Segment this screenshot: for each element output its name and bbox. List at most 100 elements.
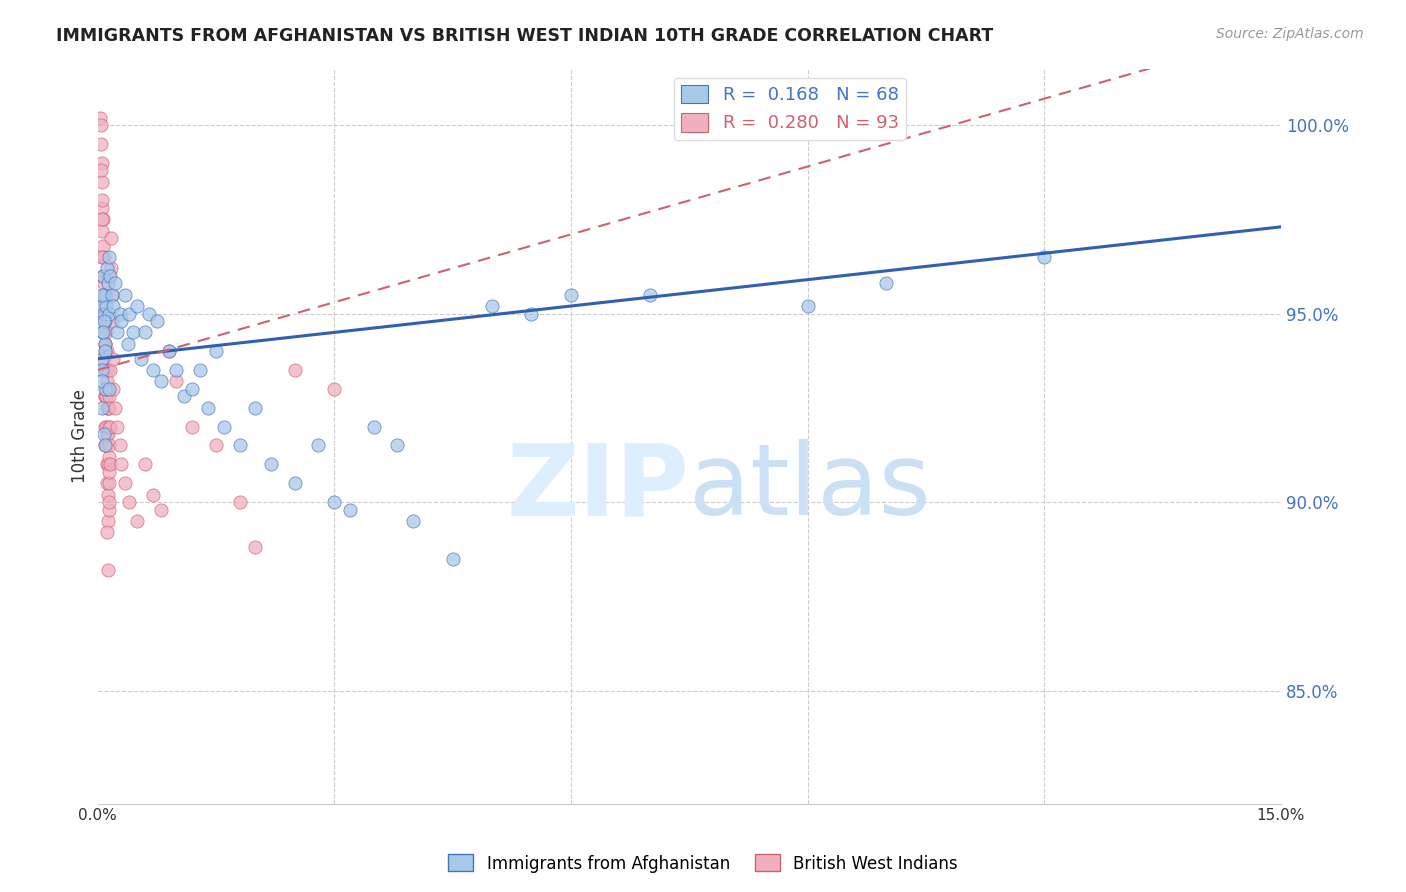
Point [205, 344, 228, 359]
Point [97, 363, 120, 377]
Point [97, 476, 120, 491]
Point [96, 525, 118, 540]
Text: atlas: atlas [689, 439, 931, 536]
Point [90, 375, 112, 389]
Point [125, 514, 148, 528]
Point [93, 307, 115, 321]
Point [94, 336, 117, 351]
Point [284, 363, 307, 377]
Text: ZIP: ZIP [506, 439, 689, 536]
Point [260, 458, 283, 472]
Point [96, 344, 118, 359]
Point [117, 336, 139, 351]
Point [96, 438, 118, 452]
Point [91, 268, 114, 283]
Point [104, 277, 127, 291]
Text: Source: ZipAtlas.com: Source: ZipAtlas.com [1216, 27, 1364, 41]
Point [114, 476, 136, 491]
Point [339, 502, 361, 516]
Point [100, 261, 122, 276]
Point [98, 268, 121, 283]
Point [93, 314, 115, 328]
Point [94, 438, 117, 452]
Point [96, 375, 118, 389]
Point [91, 401, 114, 415]
Point [97, 268, 120, 283]
Point [110, 458, 132, 472]
Point [363, 419, 385, 434]
Point [134, 326, 156, 340]
Point [98, 363, 121, 377]
Point [796, 299, 818, 313]
Point [98, 419, 121, 434]
Point [93, 287, 115, 301]
Point [560, 287, 582, 301]
Point [103, 351, 125, 366]
Point [142, 487, 165, 501]
Point [90, 212, 112, 227]
Point [93, 307, 115, 321]
Point [98, 250, 121, 264]
Point [129, 351, 152, 366]
Point [96, 389, 118, 403]
Point [142, 363, 165, 377]
Point [93, 314, 115, 328]
Point [197, 401, 219, 415]
Point [245, 541, 267, 555]
Point [284, 476, 307, 491]
Point [103, 299, 125, 313]
Point [90, 163, 112, 178]
Point [94, 389, 117, 403]
Point [97, 427, 120, 442]
Point [91, 238, 114, 252]
Point [104, 401, 127, 415]
Point [91, 250, 114, 264]
Point [93, 344, 115, 359]
Point [97, 502, 120, 516]
Point [114, 287, 136, 301]
Point [93, 250, 115, 264]
Point [93, 336, 115, 351]
Point [90, 118, 112, 132]
Point [97, 487, 120, 501]
Point [91, 250, 114, 264]
Point [97, 458, 120, 472]
Point [188, 363, 211, 377]
Point [90, 201, 112, 215]
Point [181, 419, 204, 434]
Point [97, 389, 120, 403]
Point [205, 438, 228, 452]
Point [94, 419, 117, 434]
Point [108, 438, 131, 452]
Point [118, 307, 141, 321]
Point [91, 212, 114, 227]
Point [93, 427, 115, 442]
Point [228, 495, 250, 509]
Point [93, 277, 115, 291]
Point [103, 382, 125, 396]
Point [96, 299, 118, 313]
Point [96, 458, 118, 472]
Point [481, 299, 503, 313]
Point [94, 382, 117, 396]
Point [100, 231, 122, 245]
Point [98, 495, 121, 509]
Point [157, 344, 180, 359]
Point [387, 438, 409, 452]
Point [97, 514, 120, 528]
Point [90, 299, 112, 313]
Point [97, 401, 120, 415]
Point [118, 495, 141, 509]
Point [97, 419, 120, 434]
Point [91, 268, 114, 283]
Point [90, 175, 112, 189]
Point [105, 419, 128, 434]
Point [100, 287, 122, 301]
Point [96, 363, 118, 377]
Point [166, 363, 188, 377]
Point [97, 563, 120, 577]
Point [94, 344, 117, 359]
Point [149, 375, 172, 389]
Point [91, 268, 114, 283]
Point [93, 389, 115, 403]
